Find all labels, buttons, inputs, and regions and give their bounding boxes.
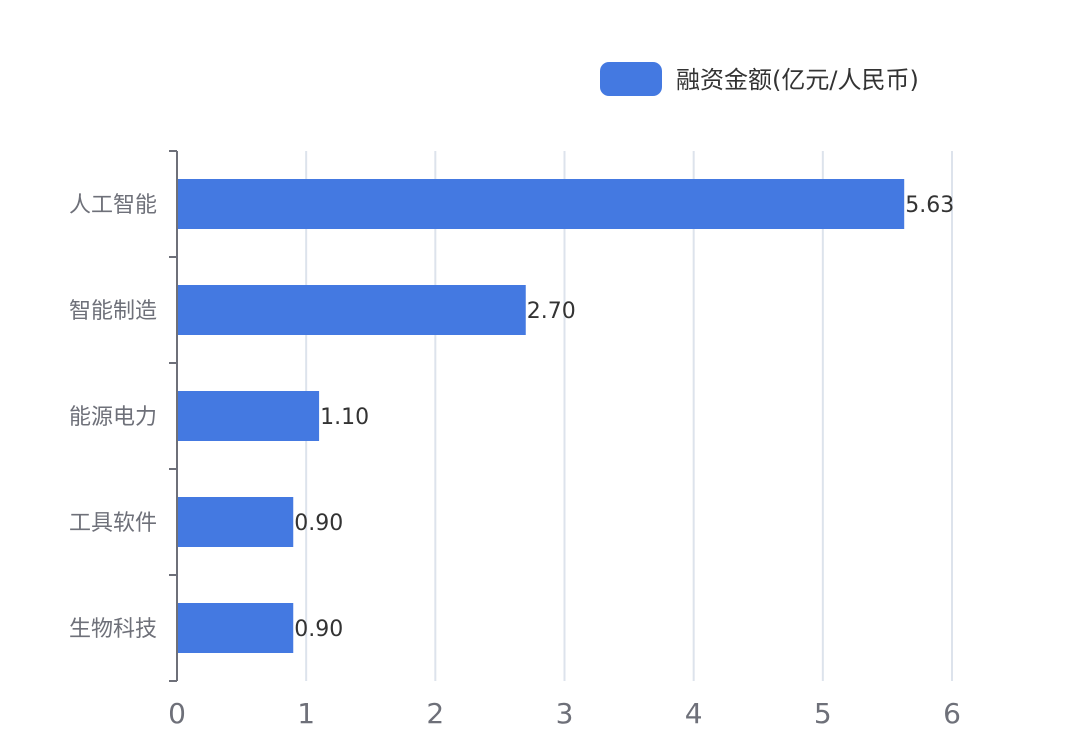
x-tick-label-4: 4 xyxy=(685,697,703,730)
legend[interactable]: 融资金额(亿元/人民币) xyxy=(600,62,919,96)
category-label-3: 工具软件 xyxy=(69,511,157,536)
data-label-1: 2.70 xyxy=(527,299,576,324)
bar-4[interactable] xyxy=(177,603,294,653)
axes xyxy=(169,150,178,682)
legend-label[interactable]: 融资金额(亿元/人民币) xyxy=(676,66,919,94)
data-label-0: 5.63 xyxy=(905,193,954,218)
x-tick-label-2: 2 xyxy=(426,697,444,730)
x-tick-label-6: 6 xyxy=(943,697,961,730)
bar-3[interactable] xyxy=(177,497,294,547)
category-label-4: 生物科技 xyxy=(69,617,157,642)
x-tick-label-3: 3 xyxy=(556,697,574,730)
category-label-2: 能源电力 xyxy=(69,405,157,430)
x-tick-label-0: 0 xyxy=(168,697,186,730)
bar-0[interactable] xyxy=(177,179,905,229)
data-label-4: 0.90 xyxy=(294,617,343,642)
bars xyxy=(177,179,905,653)
labels: 0 1 2 3 4 5 6 人工智能 5.63 智能制造 2.70 能源电力 1.10 工具软件 0.90 生… xyxy=(69,193,961,730)
bar-1[interactable] xyxy=(177,285,526,335)
category-label-1: 智能制造 xyxy=(69,299,157,324)
grid-lines xyxy=(305,151,953,681)
data-label-2: 1.10 xyxy=(320,405,369,430)
x-tick-label-5: 5 xyxy=(814,697,832,730)
x-tick-label-1: 1 xyxy=(297,697,315,730)
bar-2[interactable] xyxy=(177,391,320,441)
data-label-3: 0.90 xyxy=(294,511,343,536)
category-label-0: 人工智能 xyxy=(69,193,157,218)
legend-swatch[interactable] xyxy=(600,62,662,96)
